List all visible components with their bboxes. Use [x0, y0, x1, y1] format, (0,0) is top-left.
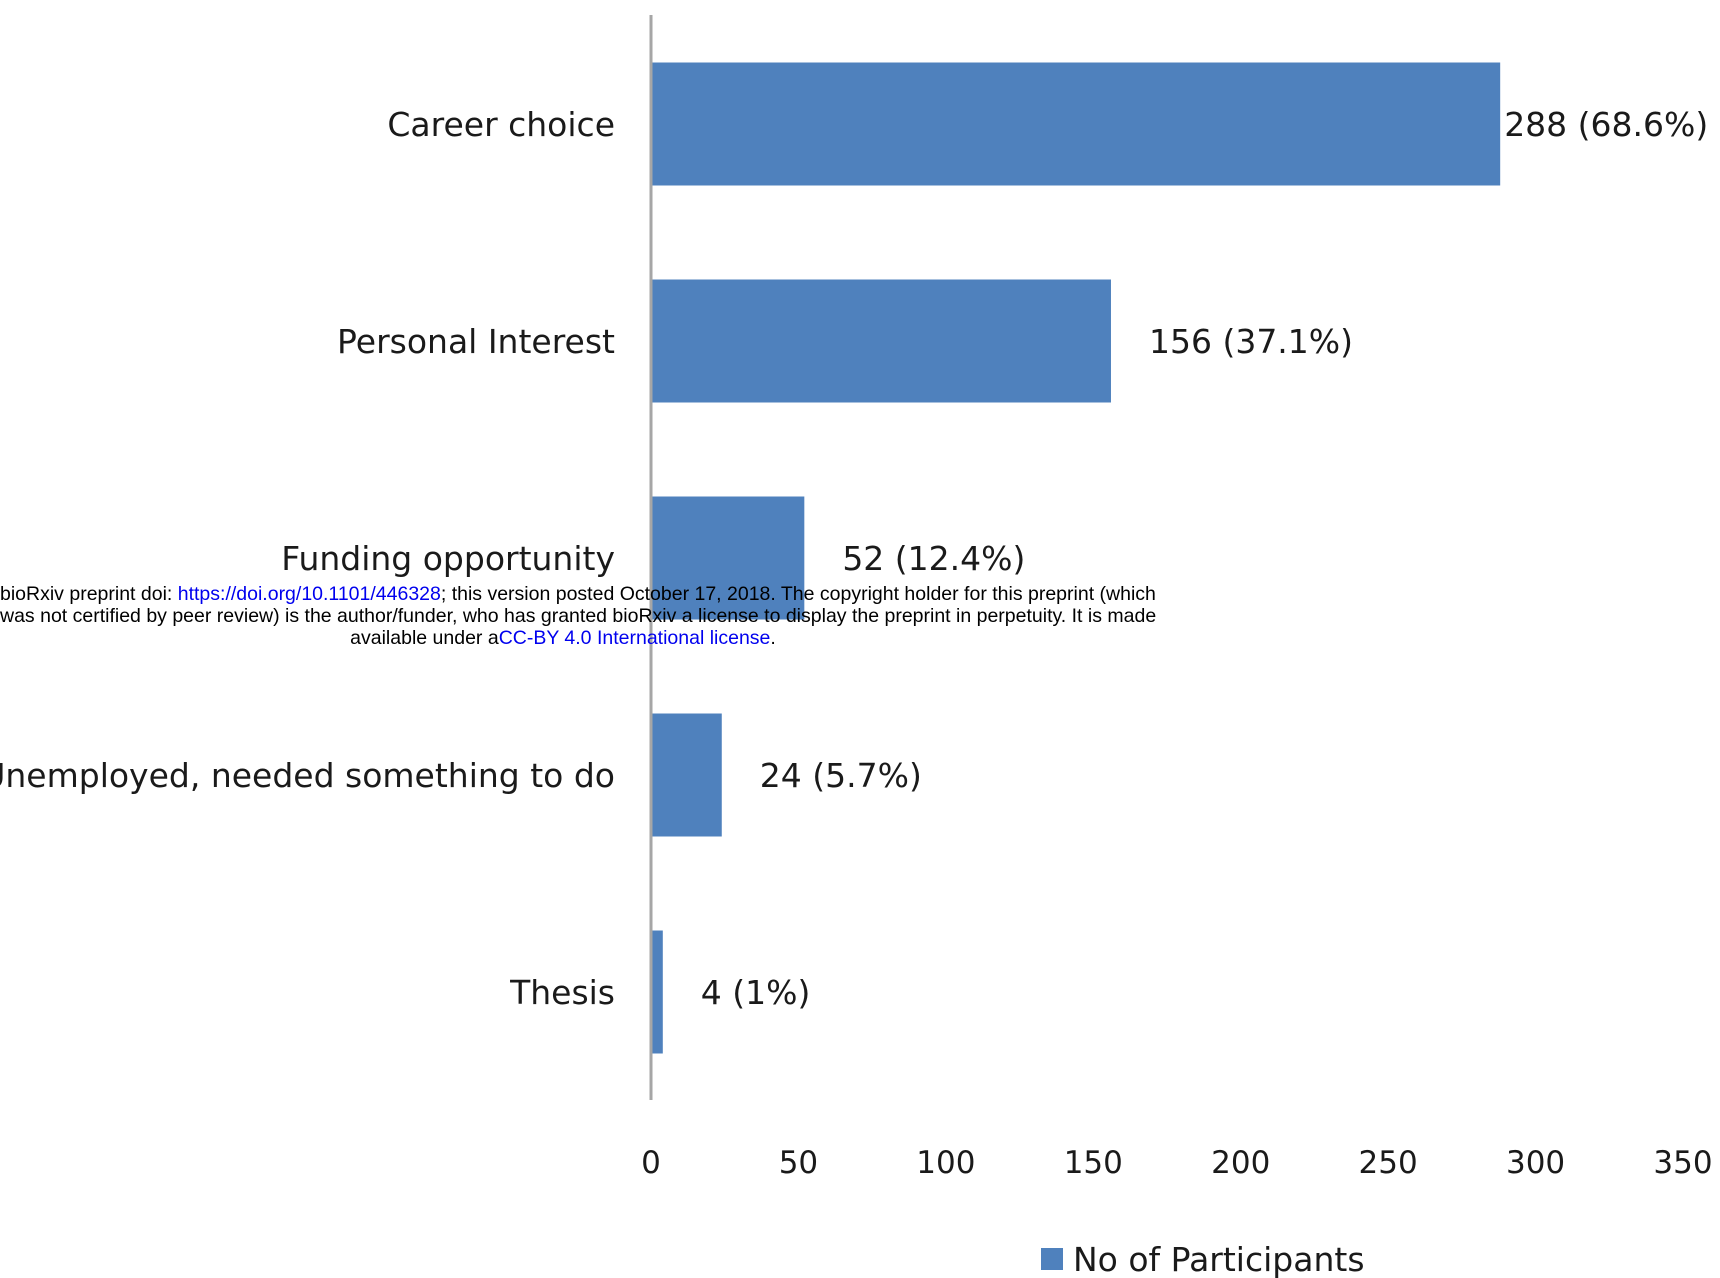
doi-link[interactable]: https://doi.org/10.1101/446328: [177, 583, 441, 605]
x-tick-label: 150: [1064, 1145, 1123, 1181]
category-label: Personal Interest: [337, 322, 615, 361]
bars-layer: Career choice 288 (68.6%) Personal Interes…: [0, 62, 1708, 1054]
x-axis-ticks: 0 50 100 150 200 250 300 350: [641, 1145, 1712, 1181]
x-tick-label: 50: [779, 1145, 818, 1181]
x-tick-label: 350: [1653, 1145, 1712, 1181]
notice-prefix: bioRxiv preprint doi:: [0, 583, 178, 605]
data-label: 4 (1%): [701, 973, 811, 1012]
x-tick-label: 100: [916, 1145, 975, 1181]
data-label: 52 (12.4%): [842, 539, 1025, 578]
notice-line-2: was not certified by peer review) is the…: [0, 605, 1157, 627]
notice-suffix: ; this version posted October 17, 2018. …: [440, 583, 1156, 605]
legend-label: No of Participants: [1073, 1240, 1365, 1278]
category-label: Thesis: [509, 973, 615, 1012]
notice-line-1: bioRxiv preprint doi: https://doi.org/10…: [0, 583, 1156, 605]
x-tick-label: 200: [1211, 1145, 1270, 1181]
preprint-notice: bioRxiv preprint doi: https://doi.org/10…: [0, 583, 1157, 649]
license-link[interactable]: CC-BY 4.0 International license: [498, 627, 771, 649]
legend: No of Participants: [1041, 1240, 1365, 1278]
bar: [651, 279, 1111, 403]
data-label: 156 (37.1%): [1149, 322, 1353, 361]
notice-line-3: available under aCC-BY 4.0 International…: [0, 627, 1126, 649]
bar: [651, 62, 1501, 186]
category-label: Unemployed, needed something to do: [0, 756, 615, 795]
notice-line3-prefix: available under a: [350, 627, 499, 649]
category-label: Career choice: [387, 105, 615, 144]
bar: [651, 713, 722, 837]
data-label: 288 (68.6%): [1504, 105, 1708, 144]
x-tick-label: 300: [1506, 1145, 1565, 1181]
legend-swatch: [1041, 1248, 1063, 1270]
notice-line3-suffix: .: [770, 627, 776, 649]
bar: [651, 496, 805, 620]
x-tick-label: 250: [1359, 1145, 1418, 1181]
bar: [651, 930, 663, 1054]
data-label: 24 (5.7%): [760, 756, 922, 795]
category-label: Funding opportunity: [281, 539, 615, 578]
x-tick-label: 0: [641, 1145, 661, 1181]
